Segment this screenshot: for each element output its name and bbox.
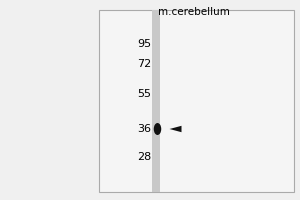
Text: 55: 55 [137, 89, 152, 99]
Text: 36: 36 [137, 124, 152, 134]
Polygon shape [169, 126, 181, 132]
Bar [99, 10, 294, 192]
Text: m.cerebellum: m.cerebellum [158, 7, 230, 17]
Text: 95: 95 [137, 39, 152, 49]
Text: 72: 72 [137, 59, 152, 69]
Bar [152, 10, 160, 192]
Text: 28: 28 [137, 152, 152, 162]
Ellipse shape [154, 123, 161, 135]
